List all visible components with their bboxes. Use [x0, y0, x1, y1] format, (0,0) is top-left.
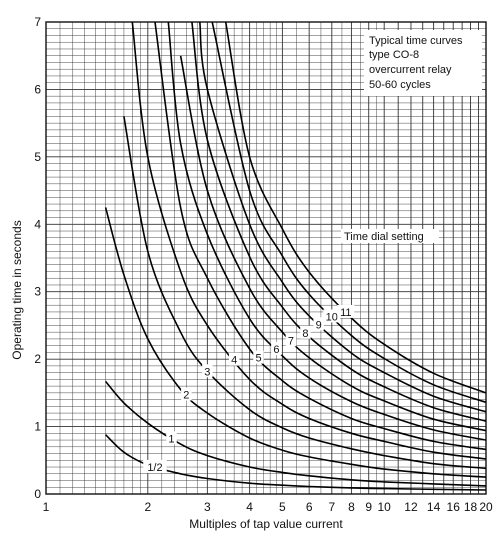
x-tick-label: 1: [43, 500, 50, 514]
y-tick-label: 5: [34, 150, 41, 164]
curve-label: 6: [273, 344, 279, 356]
y-tick-label: 7: [34, 15, 41, 29]
y-tick-label: 4: [34, 217, 41, 231]
time-curve-9: [199, 21, 487, 413]
time-curve-1: [104, 380, 487, 487]
x-tick-label: 18: [464, 500, 478, 514]
time-curve-4: [131, 21, 487, 460]
curve-label-bg: [313, 317, 324, 331]
x-tick-label: 16: [447, 500, 461, 514]
curve-label-bg: [143, 459, 167, 473]
x-tick-label: 3: [204, 500, 211, 514]
curve-label: 9: [316, 319, 322, 331]
time-curve-5: [154, 21, 487, 451]
x-tick-label: 5: [279, 500, 286, 514]
curve-label: 4: [231, 355, 237, 367]
time-curve-11: [224, 21, 487, 394]
annotation-line-3: overcurrent relay: [369, 64, 452, 76]
curve-label-bg: [271, 341, 282, 355]
x-tick-label: 9: [365, 500, 372, 514]
curve-label-bg: [285, 333, 297, 347]
curve-label-bg: [166, 431, 177, 445]
curve-label-bg: [228, 352, 240, 366]
curve-label-bg: [323, 309, 341, 323]
time-curve-3: [123, 116, 487, 470]
curve-label: 1/2: [147, 462, 162, 474]
time-curve-6: [167, 21, 487, 441]
time-curve-10: [211, 21, 487, 404]
y-tick-label: 2: [34, 352, 41, 366]
time-curve-2: [104, 207, 487, 478]
y-tick-label: 1: [34, 420, 41, 434]
x-axis-label: Multiples of tap value current: [189, 517, 343, 531]
y-axis-label: Operating time in seconds: [10, 220, 24, 359]
x-tick-label: 2: [144, 500, 151, 514]
y-tick-label: 6: [34, 82, 41, 96]
annotation-line-1: Typical time curves: [369, 35, 463, 47]
y-axis-tick-labels: 0 1 2 3 4 5 6 7: [34, 15, 41, 501]
dial-label-bg: [341, 229, 439, 243]
x-tick-label: 7: [328, 500, 335, 514]
x-tick-label: 14: [427, 500, 441, 514]
curve-label: 2: [183, 390, 189, 402]
x-tick-label: 20: [479, 500, 493, 514]
annotation-line-4: 50-60 cycles: [369, 79, 431, 91]
curve-label-bg: [181, 387, 192, 401]
plot-frame: [45, 21, 487, 495]
curve-label: 3: [204, 366, 210, 378]
curve-label: 5: [255, 353, 261, 365]
curve-label-bg: [202, 364, 213, 378]
annotation-box: [364, 30, 482, 96]
x-tick-label: 4: [246, 500, 253, 514]
curve-label: 10: [326, 311, 338, 323]
x-tick-label: 6: [306, 500, 313, 514]
curve-label: 8: [302, 328, 308, 340]
y-tick-label: 3: [34, 285, 41, 299]
time-curve-8: [191, 21, 487, 422]
curve-label: 11: [340, 307, 351, 319]
time-dial-setting-label: Time dial setting: [344, 231, 424, 243]
y-tick-label: 0: [34, 487, 41, 501]
x-tick-label: 10: [378, 500, 392, 514]
time-curve-7: [179, 55, 487, 432]
curve-label: 1: [168, 433, 174, 445]
curve-label-bg: [337, 304, 355, 318]
curve-label: 7: [288, 335, 294, 347]
annotation-line-2: type CO-8: [369, 49, 419, 61]
x-tick-label: 8: [348, 500, 355, 514]
x-axis-tick-labels: 1 2 3 4 5 6 7 8 9 10 12 14 16 18 20: [43, 500, 493, 514]
curve-label-bg: [253, 350, 264, 364]
x-tick-label: 12: [404, 500, 418, 514]
curve-label-bg: [300, 325, 311, 339]
